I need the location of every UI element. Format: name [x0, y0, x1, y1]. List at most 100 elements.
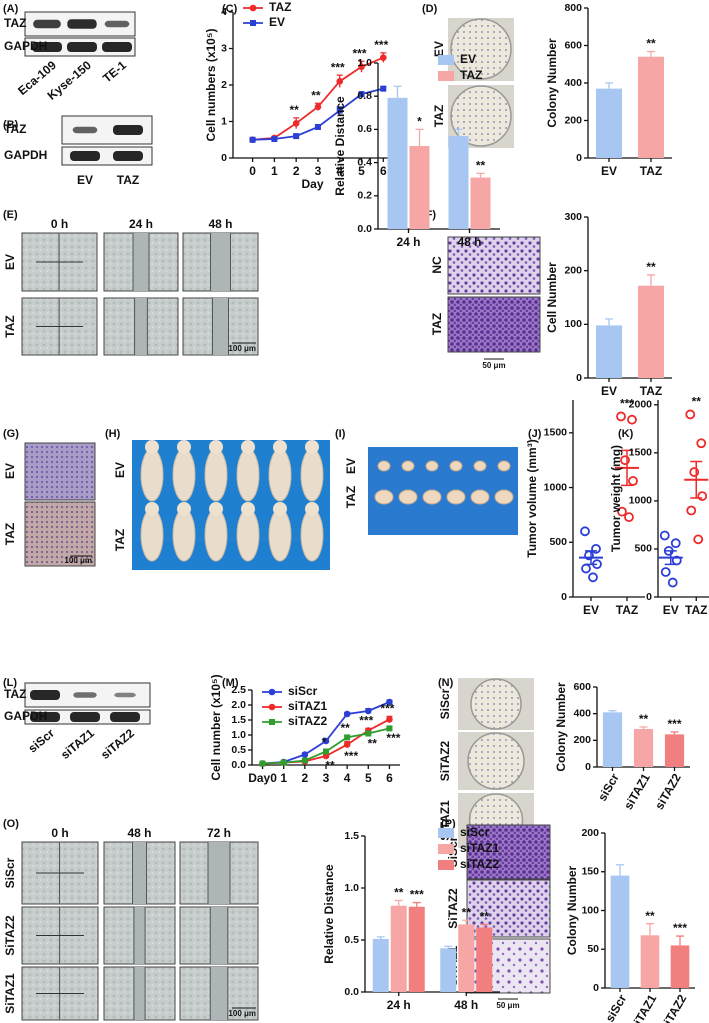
blot-band: [113, 151, 143, 161]
column-title: 72 h: [207, 826, 231, 840]
band-label: GAPDH: [4, 709, 47, 723]
dish: [450, 18, 512, 80]
band-label: TAZ: [4, 16, 26, 30]
sem-bar: [585, 550, 597, 566]
row-label: TAZ: [432, 105, 446, 127]
band-label: GAPDH: [4, 148, 47, 162]
panel-label: (K): [618, 428, 634, 440]
panel-label: (N): [438, 677, 454, 689]
y-tick-label: 0: [585, 761, 591, 773]
bar: [640, 935, 660, 988]
point: [686, 505, 697, 516]
x-tick-label: 48 h: [457, 235, 481, 249]
tumor: [398, 489, 418, 505]
scale-label: 50 μm: [482, 361, 505, 370]
bar: [637, 56, 665, 158]
scale-label: 100 μm: [228, 1009, 256, 1018]
row-label: EV: [3, 463, 17, 479]
significance: **: [639, 712, 649, 726]
x-tick-label: siTAZ2: [658, 992, 690, 1023]
mouse-head: [209, 502, 223, 516]
significance: **: [692, 395, 702, 409]
y-tick-label: 500: [634, 543, 652, 555]
significance: ***: [410, 888, 424, 902]
point: [386, 725, 393, 732]
significance: ***: [386, 731, 400, 745]
x-tick-label: 4: [336, 164, 343, 178]
mouse-head: [177, 502, 191, 516]
row-label: SiTAZ2: [446, 888, 460, 929]
blot-band: [104, 20, 130, 28]
bar: [595, 325, 623, 378]
x-tick-label: 3: [323, 771, 330, 785]
significance: ***: [359, 714, 373, 728]
point: [380, 85, 387, 92]
point: [358, 91, 365, 98]
column-title: 0 h: [51, 826, 68, 840]
mouse: [140, 448, 164, 502]
significance: **: [289, 103, 299, 117]
y-tick-label: 0.8: [357, 90, 372, 102]
point: [364, 707, 372, 715]
dish: [470, 678, 522, 730]
x-tick-label: 2: [302, 771, 309, 785]
point: [314, 103, 322, 111]
panel-label: (L): [3, 677, 17, 689]
column-title: 0 h: [51, 217, 68, 231]
legend-label: siTAZ1: [460, 841, 499, 855]
x-tick-label: Day0: [248, 771, 277, 785]
blot-band: [33, 19, 61, 29]
band-label: TAZ: [4, 687, 26, 701]
lane-label: siTAZ1: [58, 726, 97, 762]
x-tick-label: 5: [365, 771, 372, 785]
y-tick-label: 0.0: [231, 759, 246, 771]
panel-label: (J): [528, 428, 542, 440]
y-tick-label: 300: [564, 211, 582, 223]
y-tick-label: 2000: [629, 399, 653, 411]
y-tick-label: 50: [587, 943, 599, 955]
point: [591, 543, 601, 554]
point: [696, 438, 707, 449]
y-axis-label: Relative Distance: [333, 96, 347, 196]
y-tick-label: 3: [221, 42, 227, 54]
y-axis-label: Cell Number: [545, 262, 559, 333]
point: [697, 491, 708, 501]
error-bar: [393, 85, 402, 98]
mouse: [300, 508, 324, 562]
mouse: [268, 508, 292, 562]
bar: [637, 285, 665, 378]
mouse: [300, 448, 324, 502]
y-tick-label: 0.2: [357, 190, 372, 202]
point: [660, 567, 671, 577]
point: [271, 136, 278, 143]
scale-label: 100 μm: [228, 344, 256, 353]
point: [386, 716, 393, 723]
x-tick-label: 48 h: [454, 998, 478, 1012]
error-bar: [676, 935, 684, 946]
significance: ***: [620, 397, 634, 411]
y-tick-label: 0: [576, 152, 582, 164]
significance: **: [480, 910, 490, 924]
x-tick-label: 6: [386, 771, 393, 785]
point: [379, 54, 387, 61]
tumor: [401, 460, 415, 472]
significance: ***: [380, 702, 394, 716]
y-tick-label: 4: [221, 6, 227, 18]
error-bar: [670, 731, 679, 735]
significance: **: [325, 758, 335, 772]
wound-gap: [208, 842, 230, 904]
tumor: [422, 489, 442, 505]
band-label: GAPDH: [4, 39, 47, 53]
point: [616, 411, 626, 422]
x-tick-label: TAZ: [685, 603, 707, 617]
error-bar: [639, 726, 648, 729]
y-tick-label: 0.0: [357, 223, 372, 235]
lane-label: TAZ: [117, 173, 139, 187]
mouse-head: [273, 440, 287, 454]
y-axis-label: Colony Number: [554, 682, 568, 772]
row-label: TAZ: [344, 486, 358, 508]
significance: ***: [374, 38, 388, 52]
x-tick-label: 0: [249, 164, 256, 178]
legend-label: TAZ: [269, 0, 291, 14]
